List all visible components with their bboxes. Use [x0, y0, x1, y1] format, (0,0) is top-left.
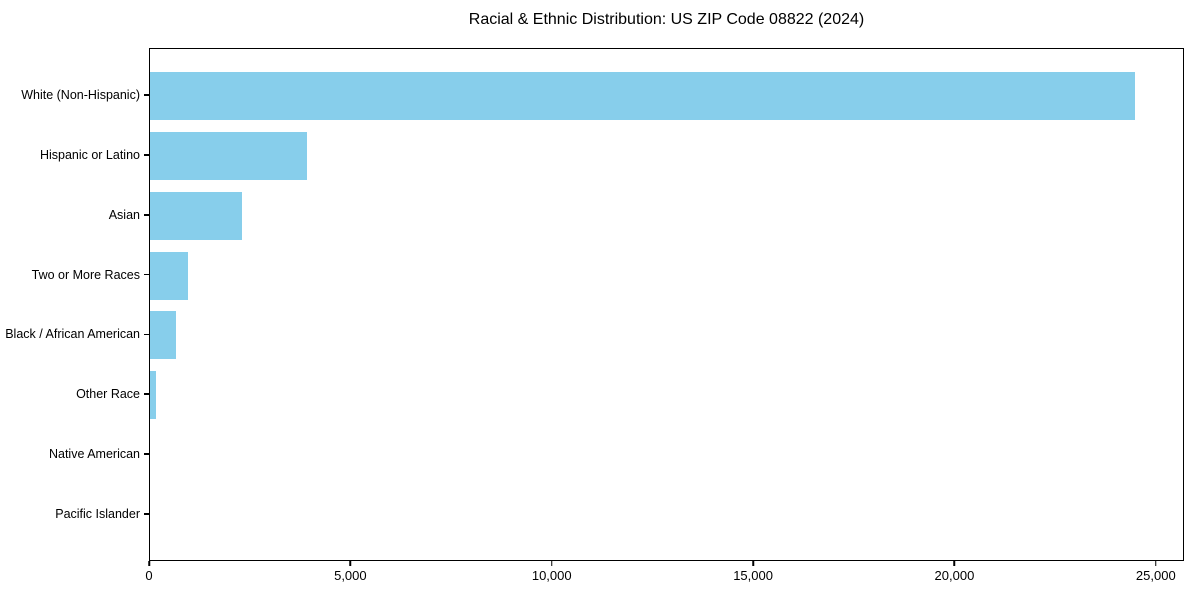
category-label: Other Race — [76, 387, 140, 402]
bar — [150, 371, 156, 420]
category-label: Native American — [48, 446, 140, 461]
y-tick-mark — [144, 214, 149, 216]
x-tick-label: 20,000 — [934, 568, 975, 583]
category-label: White (Non-Hispanic) — [21, 88, 140, 103]
x-tick-mark — [550, 561, 553, 566]
plot-area — [149, 48, 1184, 561]
bar — [150, 72, 1135, 121]
x-tick-mark — [752, 561, 754, 566]
y-tick-mark — [144, 154, 149, 156]
y-tick-mark — [144, 393, 149, 395]
category-label: Pacific Islander — [55, 506, 140, 521]
x-tick-label: 0 — [145, 568, 153, 583]
bar — [150, 251, 189, 300]
x-tick-label: 5,000 — [334, 568, 367, 583]
x-tick-label: 10,000 — [531, 568, 572, 583]
x-tick-mark — [1155, 561, 1157, 566]
x-tick-mark — [953, 561, 956, 566]
y-tick-mark — [144, 273, 149, 276]
x-tick-mark — [148, 561, 150, 566]
x-axis: 0 5,000 10,000 15,000 20,000 25,000 — [145, 561, 1184, 591]
category-label: Hispanic or Latino — [39, 148, 140, 163]
bar — [150, 191, 243, 240]
category-label: Two or More Races — [31, 267, 140, 282]
category-label: Asian — [108, 207, 140, 222]
y-tick-mark — [144, 94, 149, 96]
bar — [150, 132, 307, 180]
y-tick-mark — [144, 453, 149, 455]
category-label: Black / African American — [5, 327, 140, 342]
x-tick-label: 15,000 — [733, 568, 773, 583]
y-tick-mark — [144, 333, 149, 336]
x-tick-mark — [349, 561, 352, 566]
y-tick-mark — [144, 513, 149, 515]
x-tick-label: 25,000 — [1135, 568, 1176, 583]
bar — [150, 311, 177, 360]
chart-title: Racial & Ethnic Distribution: US ZIP Cod… — [468, 11, 865, 28]
